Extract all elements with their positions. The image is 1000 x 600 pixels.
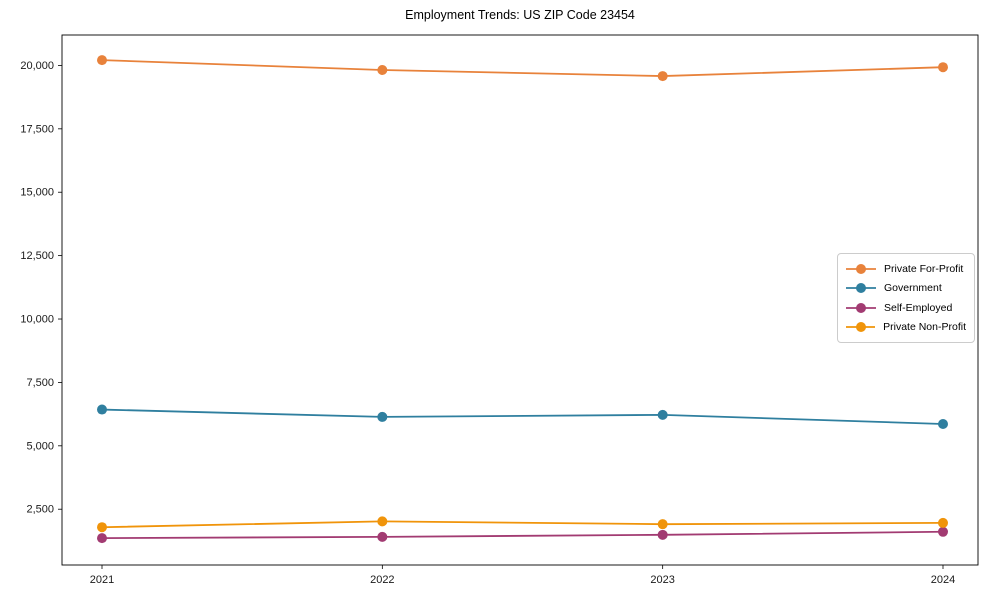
chart-title: Employment Trends: US ZIP Code 23454 xyxy=(405,8,635,22)
series-line-government xyxy=(101,408,944,425)
y-tick-label: 10,000 xyxy=(20,314,54,326)
y-tick-label: 20,000 xyxy=(20,60,54,72)
plot-border xyxy=(61,34,979,566)
series-marker-self-employed xyxy=(657,529,668,540)
series-marker-self-employed xyxy=(97,533,107,544)
y-tick-label: 5,000 xyxy=(26,440,54,452)
y-tick-label: 7,500 xyxy=(26,377,54,389)
legend-marker-icon xyxy=(846,302,876,313)
legend-item-private-for-profit: Private For-Profit xyxy=(846,259,966,279)
series-line-private-for-profit xyxy=(101,59,944,77)
y-tick-label: 12,500 xyxy=(20,250,54,262)
y-tick-label: 17,500 xyxy=(20,123,54,135)
x-tick-label: 2023 xyxy=(650,574,674,586)
legend-label: Private For-Profit xyxy=(884,262,964,275)
series-marker-government xyxy=(657,409,668,420)
y-tick-label: 2,500 xyxy=(26,504,54,516)
legend-label: Private Non-Profit xyxy=(883,321,966,334)
legend: Private For-Profit Government Self-Employe… xyxy=(837,253,975,343)
series-marker-private-non-profit xyxy=(938,517,948,528)
series-marker-private-for-profit xyxy=(938,62,948,73)
legend-label: Government xyxy=(884,282,942,295)
legend-item-private-non-profit: Private Non-Profit xyxy=(846,318,966,338)
series-marker-private-non-profit xyxy=(97,522,107,533)
series-marker-private-non-profit xyxy=(377,516,388,527)
legend-marker-icon xyxy=(846,322,876,333)
x-tick-label: 2022 xyxy=(370,574,394,586)
x-tick-label: 2024 xyxy=(931,574,955,586)
series-marker-self-employed xyxy=(377,531,388,542)
legend-marker-icon xyxy=(846,283,876,294)
series-marker-government xyxy=(938,419,948,430)
legend-item-self-employed: Self-Employed xyxy=(846,298,966,318)
legend-label: Self-Employed xyxy=(884,301,953,314)
series-marker-government xyxy=(377,411,388,422)
series-marker-private-non-profit xyxy=(657,519,668,530)
legend-item-government: Government xyxy=(846,279,966,299)
series-marker-private-for-profit xyxy=(377,64,388,75)
series-marker-private-for-profit xyxy=(657,71,668,82)
series-line-private-non-profit xyxy=(101,520,944,529)
series-marker-self-employed xyxy=(938,526,948,537)
legend-marker-icon xyxy=(846,263,876,274)
series-marker-government xyxy=(97,404,107,415)
y-tick-label: 15,000 xyxy=(20,187,54,199)
series-marker-private-for-profit xyxy=(97,55,107,66)
x-tick-label: 2021 xyxy=(90,574,114,586)
series-line-self-employed xyxy=(101,530,944,540)
